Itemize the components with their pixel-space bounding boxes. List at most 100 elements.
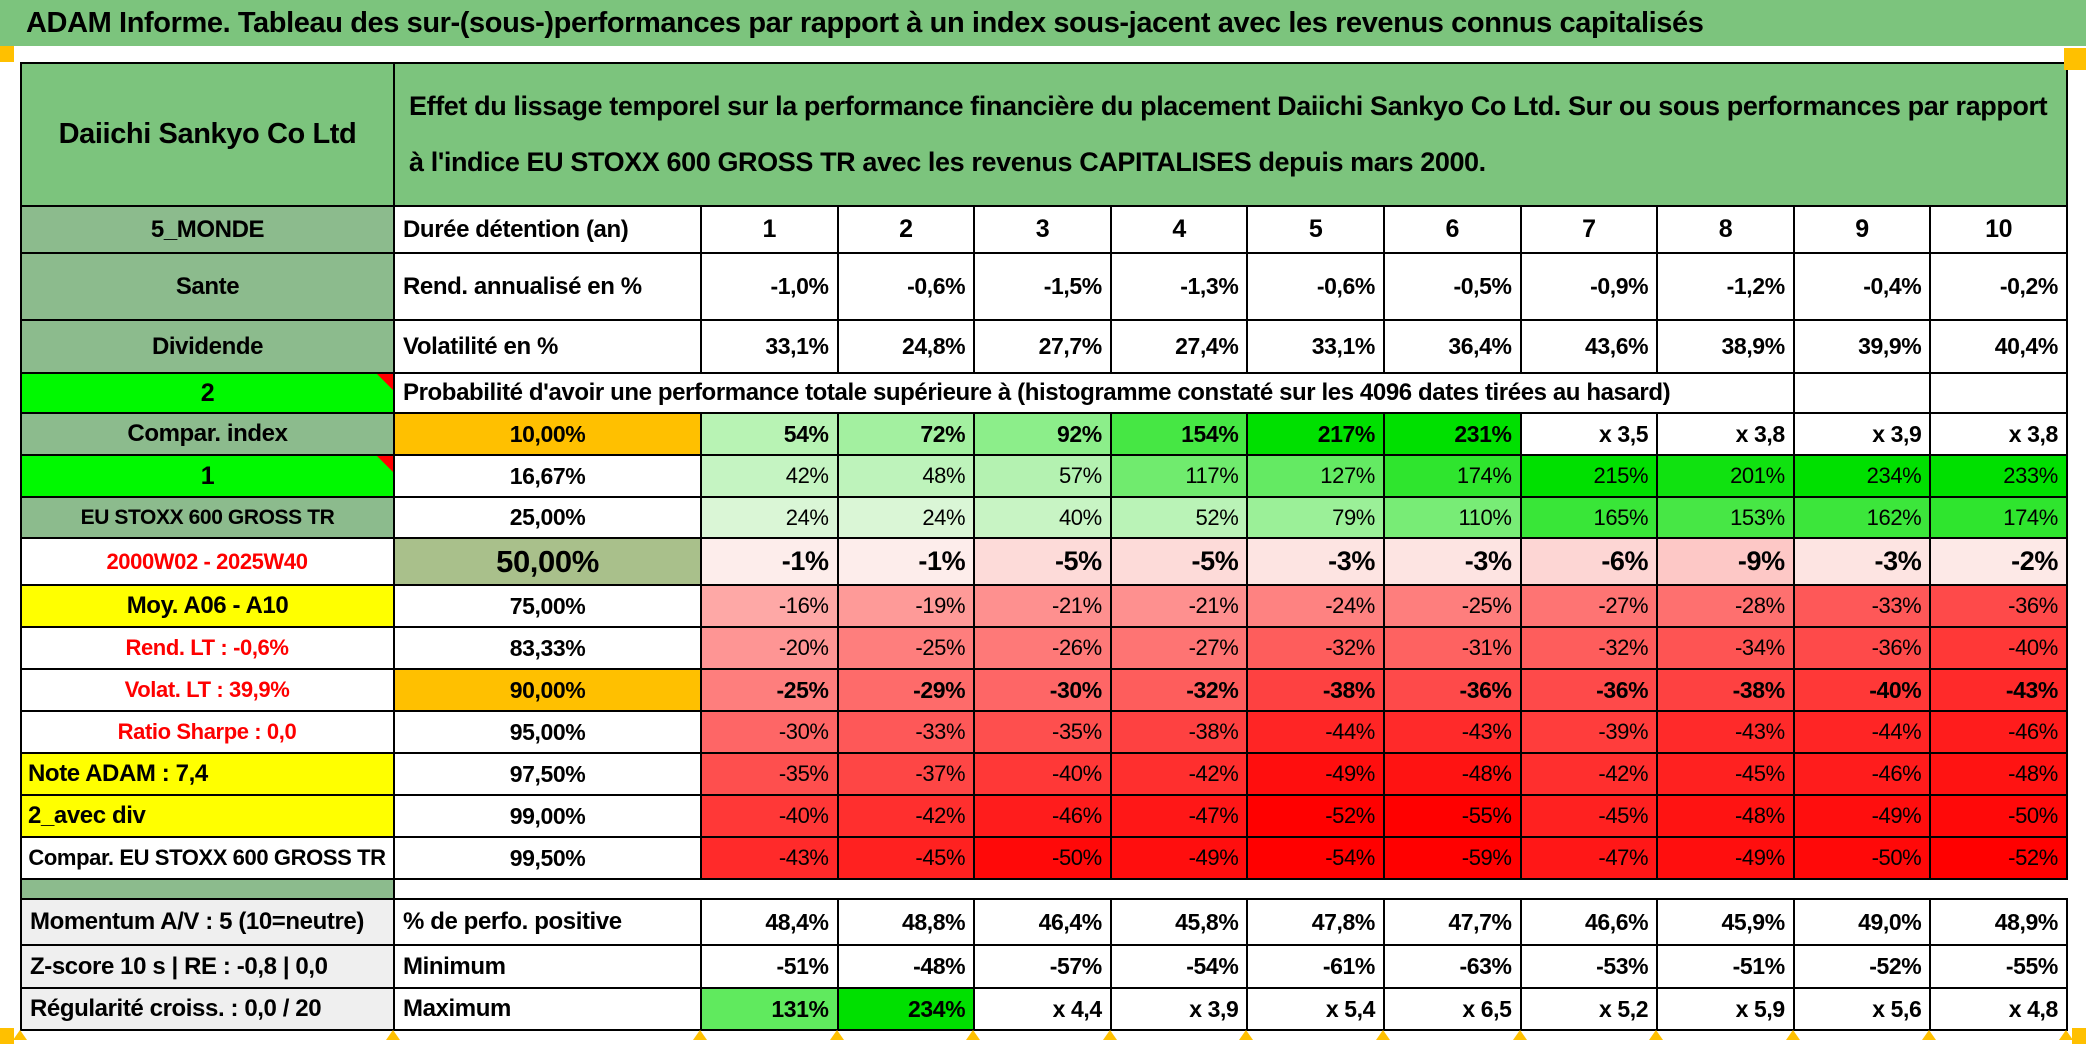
quantile-975-label[interactable]: 97,50% bbox=[393, 752, 702, 796]
quantile-90-value[interactable]: -36% bbox=[1519, 668, 1659, 712]
quantile-1667-value[interactable]: 215% bbox=[1519, 454, 1659, 498]
quantile-10-value[interactable]: x 3,9 bbox=[1792, 412, 1932, 456]
quantile-50-value[interactable]: -5% bbox=[1109, 537, 1249, 586]
minimum-value[interactable]: -52% bbox=[1792, 944, 1932, 989]
duration-header-cell[interactable]: 4 bbox=[1109, 205, 1249, 254]
quantile-95-value[interactable]: -44% bbox=[1792, 710, 1932, 754]
quantile-99-value[interactable]: -46% bbox=[973, 794, 1112, 838]
annualized-return-value[interactable]: -0,5% bbox=[1382, 252, 1522, 321]
quantile-1667-value[interactable]: 42% bbox=[700, 454, 839, 498]
maximum-value[interactable]: x 5,6 bbox=[1792, 987, 1932, 1031]
quantile-10-value[interactable]: 154% bbox=[1109, 412, 1249, 456]
quantile-1667-value[interactable]: 48% bbox=[836, 454, 976, 498]
duration-header-cell[interactable]: 10 bbox=[1929, 205, 2068, 254]
quantile-975-value[interactable]: -35% bbox=[700, 752, 839, 796]
spacer-green-cell[interactable] bbox=[20, 878, 395, 900]
quantile-90-value[interactable]: -32% bbox=[1109, 668, 1249, 712]
quantile-90-value[interactable]: -38% bbox=[1246, 668, 1385, 712]
perfo-positive-value[interactable]: 48,8% bbox=[836, 898, 976, 946]
volatility-value[interactable]: 27,7% bbox=[973, 319, 1112, 374]
quantile-75-value[interactable]: -25% bbox=[1382, 584, 1522, 628]
maximum-value[interactable]: x 4,4 bbox=[973, 987, 1112, 1031]
quantile-90-label[interactable]: 90,00% bbox=[393, 668, 702, 712]
quantile-99-label[interactable]: 99,00% bbox=[393, 794, 702, 838]
quantile-90-value[interactable]: -38% bbox=[1656, 668, 1795, 712]
quantile-10-value[interactable]: x 3,8 bbox=[1929, 412, 2068, 456]
quantile-25-value[interactable]: 174% bbox=[1929, 496, 2068, 539]
quantile-95-value[interactable]: -35% bbox=[973, 710, 1112, 754]
quantile-995-value[interactable]: -50% bbox=[1792, 836, 1932, 880]
quantile-995-value[interactable]: -43% bbox=[700, 836, 839, 880]
quantile-1667-value[interactable]: 201% bbox=[1656, 454, 1795, 498]
avec-div-cell[interactable]: 2_avec div bbox=[20, 794, 395, 838]
quantile-8333-label[interactable]: 83,33% bbox=[393, 626, 702, 670]
quantile-1667-value[interactable]: 57% bbox=[973, 454, 1112, 498]
annualized-return-value[interactable]: -1,3% bbox=[1109, 252, 1249, 321]
quantile-75-value[interactable]: -28% bbox=[1656, 584, 1795, 628]
empty-cell[interactable] bbox=[1929, 372, 2068, 414]
quantile-50-value[interactable]: -3% bbox=[1792, 537, 1932, 586]
quantile-1667-value[interactable]: 174% bbox=[1382, 454, 1522, 498]
quantile-25-value[interactable]: 24% bbox=[700, 496, 839, 539]
annualized-return-value[interactable]: -1,0% bbox=[700, 252, 839, 321]
quantile-25-value[interactable]: 165% bbox=[1519, 496, 1659, 539]
spacer-blank[interactable] bbox=[394, 879, 2067, 899]
quantile-25-value[interactable]: 110% bbox=[1382, 496, 1522, 539]
perfo-positive-value[interactable]: 45,8% bbox=[1109, 898, 1249, 946]
quantile-90-value[interactable]: -29% bbox=[836, 668, 976, 712]
note-2-cell[interactable]: 2 bbox=[20, 372, 395, 414]
duration-header-cell[interactable]: 5 bbox=[1246, 205, 1385, 254]
quantile-50-value[interactable]: -1% bbox=[836, 537, 976, 586]
volatility-value[interactable]: 36,4% bbox=[1382, 319, 1522, 374]
minimum-value[interactable]: -51% bbox=[1656, 944, 1795, 989]
quantile-25-label[interactable]: 25,00% bbox=[393, 496, 702, 539]
regularite-cell[interactable]: Régularité croiss. : 0,0 / 20 bbox=[20, 987, 395, 1031]
quantile-975-value[interactable]: -42% bbox=[1519, 752, 1659, 796]
quantile-975-value[interactable]: -46% bbox=[1792, 752, 1932, 796]
quantile-90-value[interactable]: -36% bbox=[1382, 668, 1522, 712]
quantile-10-value[interactable]: 217% bbox=[1246, 412, 1385, 456]
quantile-8333-value[interactable]: -32% bbox=[1246, 626, 1385, 670]
perfo-positive-value[interactable]: 47,7% bbox=[1382, 898, 1522, 946]
duration-header-cell[interactable]: 6 bbox=[1382, 205, 1522, 254]
minimum-value[interactable]: -63% bbox=[1382, 944, 1522, 989]
volatility-value[interactable]: 33,1% bbox=[1246, 319, 1385, 374]
volatility-value[interactable]: 27,4% bbox=[1109, 319, 1249, 374]
quantile-50-value[interactable]: -9% bbox=[1656, 537, 1795, 586]
quantile-975-value[interactable]: -40% bbox=[973, 752, 1112, 796]
quantile-75-label[interactable]: 75,00% bbox=[393, 584, 702, 628]
quantile-75-value[interactable]: -24% bbox=[1246, 584, 1385, 628]
quantile-8333-value[interactable]: -36% bbox=[1792, 626, 1932, 670]
volatility-value[interactable]: 40,4% bbox=[1929, 319, 2068, 374]
annualized-return-value[interactable]: -0,6% bbox=[836, 252, 976, 321]
duration-header-cell[interactable]: 1 bbox=[700, 205, 839, 254]
table-description[interactable]: Effet du lissage temporel sur la perform… bbox=[393, 62, 2068, 207]
quantile-75-value[interactable]: -33% bbox=[1792, 584, 1932, 628]
quantile-95-value[interactable]: -43% bbox=[1656, 710, 1795, 754]
portfolio-tag-cell[interactable]: 5_MONDE bbox=[20, 205, 395, 254]
minimum-value[interactable]: -51% bbox=[700, 944, 839, 989]
quantile-995-label[interactable]: 99,50% bbox=[393, 836, 702, 880]
quantile-8333-value[interactable]: -25% bbox=[836, 626, 976, 670]
quantile-8333-value[interactable]: -40% bbox=[1929, 626, 2068, 670]
quantile-975-value[interactable]: -49% bbox=[1246, 752, 1385, 796]
quantile-995-value[interactable]: -47% bbox=[1519, 836, 1659, 880]
quantile-95-value[interactable]: -44% bbox=[1246, 710, 1385, 754]
volatility-value[interactable]: 33,1% bbox=[700, 319, 839, 374]
volatility-value[interactable]: 43,6% bbox=[1519, 319, 1659, 374]
quantile-90-value[interactable]: -40% bbox=[1792, 668, 1932, 712]
quantile-99-value[interactable]: -40% bbox=[700, 794, 839, 838]
quantile-975-value[interactable]: -37% bbox=[836, 752, 976, 796]
rend-lt-cell[interactable]: Rend. LT : -0,6% bbox=[20, 626, 395, 670]
volatility-label[interactable]: Volatilité en % bbox=[393, 319, 702, 374]
minimum-value[interactable]: -55% bbox=[1929, 944, 2068, 989]
volatility-value[interactable]: 38,9% bbox=[1656, 319, 1795, 374]
minimum-value[interactable]: -57% bbox=[973, 944, 1112, 989]
quantile-90-value[interactable]: -30% bbox=[973, 668, 1112, 712]
quantile-1667-value[interactable]: 233% bbox=[1929, 454, 2068, 498]
quantile-1667-label[interactable]: 16,67% bbox=[393, 454, 702, 498]
quantile-25-value[interactable]: 52% bbox=[1109, 496, 1249, 539]
sector-tag-cell[interactable]: Sante bbox=[20, 252, 395, 321]
maximum-value[interactable]: x 4,8 bbox=[1929, 987, 2068, 1031]
quantile-1667-value[interactable]: 117% bbox=[1109, 454, 1249, 498]
